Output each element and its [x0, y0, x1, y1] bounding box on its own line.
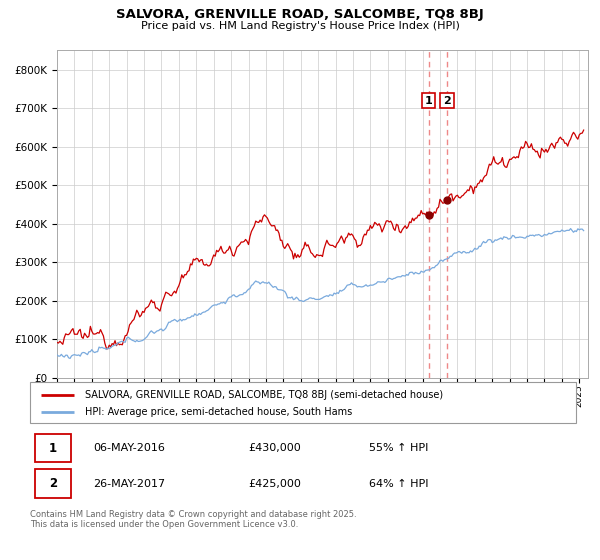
Text: 26-MAY-2017: 26-MAY-2017	[93, 479, 165, 488]
FancyBboxPatch shape	[30, 382, 576, 423]
Text: Contains HM Land Registry data © Crown copyright and database right 2025.
This d: Contains HM Land Registry data © Crown c…	[30, 510, 356, 529]
Text: 1: 1	[49, 441, 57, 455]
Text: 2: 2	[49, 477, 57, 490]
FancyBboxPatch shape	[35, 433, 71, 463]
Text: £425,000: £425,000	[248, 479, 301, 488]
Text: 55% ↑ HPI: 55% ↑ HPI	[368, 443, 428, 453]
Text: 1: 1	[425, 96, 433, 105]
Text: £430,000: £430,000	[248, 443, 301, 453]
FancyBboxPatch shape	[35, 469, 71, 498]
Text: HPI: Average price, semi-detached house, South Hams: HPI: Average price, semi-detached house,…	[85, 407, 352, 417]
Text: 2: 2	[443, 96, 451, 105]
Text: SALVORA, GRENVILLE ROAD, SALCOMBE, TQ8 8BJ (semi-detached house): SALVORA, GRENVILLE ROAD, SALCOMBE, TQ8 8…	[85, 390, 443, 400]
Text: 64% ↑ HPI: 64% ↑ HPI	[368, 479, 428, 488]
Text: Price paid vs. HM Land Registry's House Price Index (HPI): Price paid vs. HM Land Registry's House …	[140, 21, 460, 31]
Text: 06-MAY-2016: 06-MAY-2016	[93, 443, 164, 453]
Text: SALVORA, GRENVILLE ROAD, SALCOMBE, TQ8 8BJ: SALVORA, GRENVILLE ROAD, SALCOMBE, TQ8 8…	[116, 8, 484, 21]
